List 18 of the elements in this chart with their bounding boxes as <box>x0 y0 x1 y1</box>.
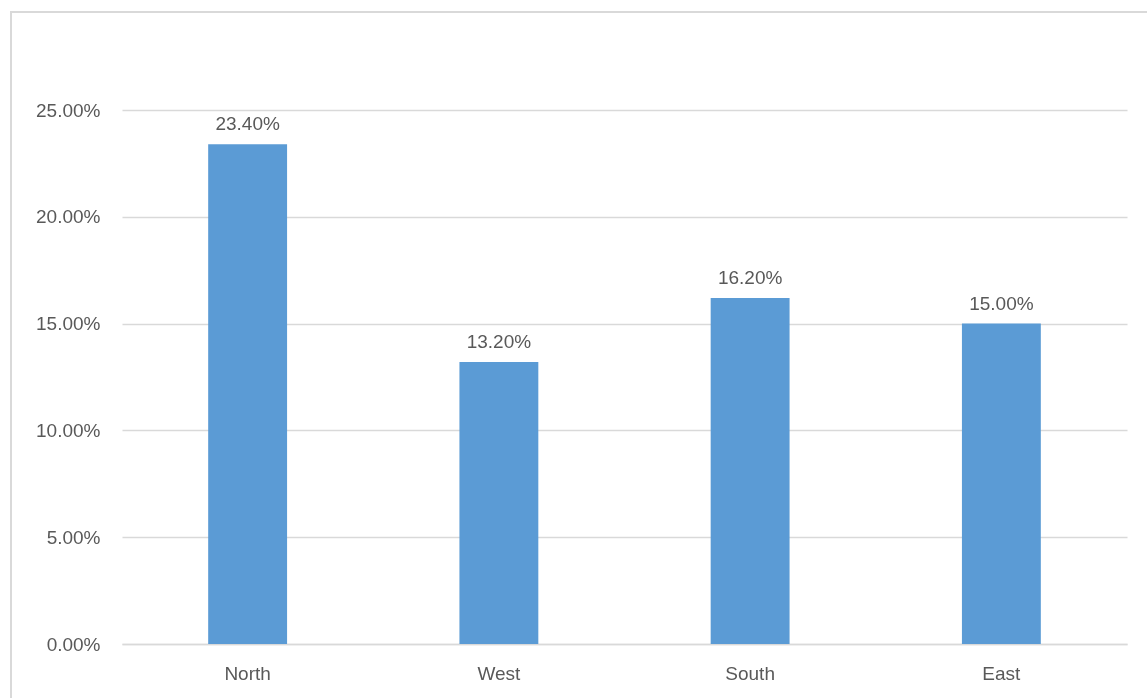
bar <box>710 297 790 644</box>
x-tick-label: South <box>725 662 775 684</box>
y-tick-label: 0.00% <box>46 633 101 655</box>
y-tick-label: 5.00% <box>46 526 101 548</box>
bar <box>961 323 1041 644</box>
x-tick-label: North <box>224 662 271 684</box>
data-label: 13.20% <box>466 331 532 353</box>
data-label: 16.20% <box>717 266 783 288</box>
y-tick-label: 20.00% <box>36 206 101 228</box>
y-tick-label: 10.00% <box>36 419 101 441</box>
y-tick-label: 15.00% <box>36 313 101 335</box>
x-tick-label: East <box>982 662 1022 684</box>
bar <box>459 362 539 644</box>
bar <box>208 144 288 644</box>
x-tick-label: West <box>477 662 522 684</box>
y-tick-label: 25.00% <box>36 99 101 121</box>
data-label: 15.00% <box>969 292 1034 314</box>
data-label: 23.40% <box>215 113 280 135</box>
